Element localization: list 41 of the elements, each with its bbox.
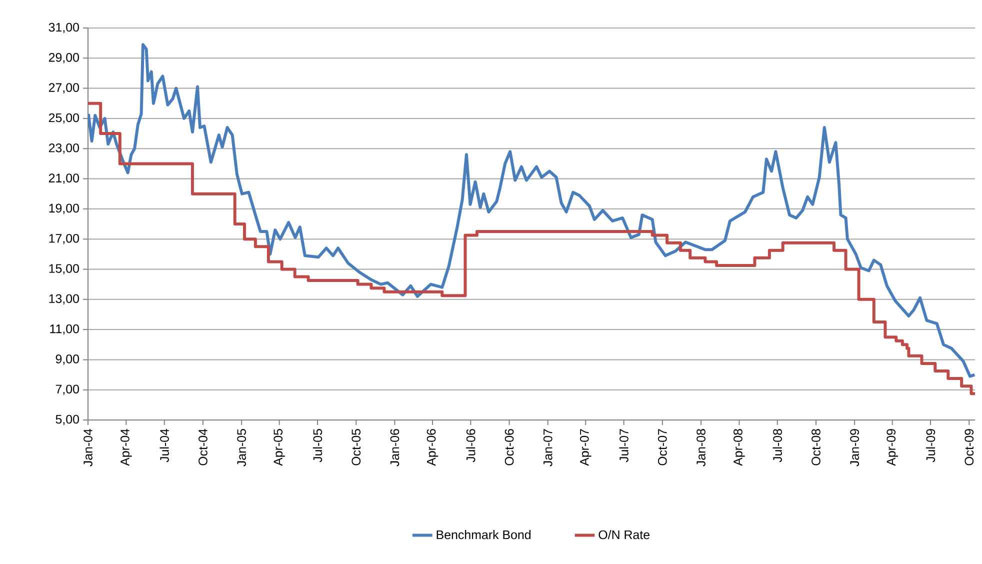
x-tick-label: Jul-07 <box>619 429 628 462</box>
x-tick-label: Apr-05 <box>274 429 285 466</box>
x-tick-label: Oct-06 <box>504 429 514 466</box>
x-tick-label: Jul-06 <box>466 429 476 462</box>
x-tick-label: Jan-08 <box>696 429 706 466</box>
y-tick-label: 11,00 <box>50 324 79 335</box>
y-tick-label: 21,00 <box>48 174 79 184</box>
y-tick-label: 31,00 <box>48 22 79 34</box>
y-tick-label: 19,00 <box>49 204 79 214</box>
y-tick-label: 17,00 <box>49 234 79 244</box>
x-tick-label: Jan-05 <box>237 429 246 466</box>
x-tick-label: Oct-09 <box>964 429 974 466</box>
y-tick-label: 13,00 <box>49 294 79 305</box>
line-series <box>88 43 976 378</box>
y-tick-label: 29,00 <box>48 53 79 64</box>
x-tick-label: Jan-04 <box>84 428 92 466</box>
x-tick-label: Jan-09 <box>850 429 859 466</box>
x-tick-label: Apr-08 <box>734 429 745 466</box>
y-tick-label: 27,00 <box>48 83 79 94</box>
x-tick-label: Oct-08 <box>812 429 820 466</box>
x-tick-label: Jul-04 <box>160 428 169 462</box>
x-tick-label: Oct-07 <box>658 429 667 466</box>
y-tick-label: 23,00 <box>48 143 79 154</box>
y-tick-label: 9,00 <box>56 354 79 365</box>
x-tick-label: Apr-09 <box>886 429 898 466</box>
x-tick-label: Jan-07 <box>543 429 552 466</box>
x-tick-label: Jul-05 <box>312 429 322 462</box>
x-tick-label: Jul-08 <box>772 429 782 462</box>
x-tick-label: Oct-05 <box>352 429 361 466</box>
x-tick-label: Apr-06 <box>426 429 438 466</box>
legend-label: O/N Rate <box>598 530 650 540</box>
x-tick-label: Oct-04 <box>198 428 208 466</box>
y-tick-label: 7,00 <box>56 384 79 395</box>
x-tick-label: Jul-09 <box>926 429 936 462</box>
x-tick-label: Apr-07 <box>580 429 592 466</box>
y-tick-label: 5,00 <box>56 414 79 426</box>
x-tick-label: Jan-06 <box>390 429 400 466</box>
legend-label: Benchmark Bond <box>436 530 530 540</box>
y-tick-label: 15,00 <box>49 264 79 274</box>
y-tick-label: 25,00 <box>48 113 79 124</box>
x-tick-label: Apr-04 <box>120 428 132 466</box>
